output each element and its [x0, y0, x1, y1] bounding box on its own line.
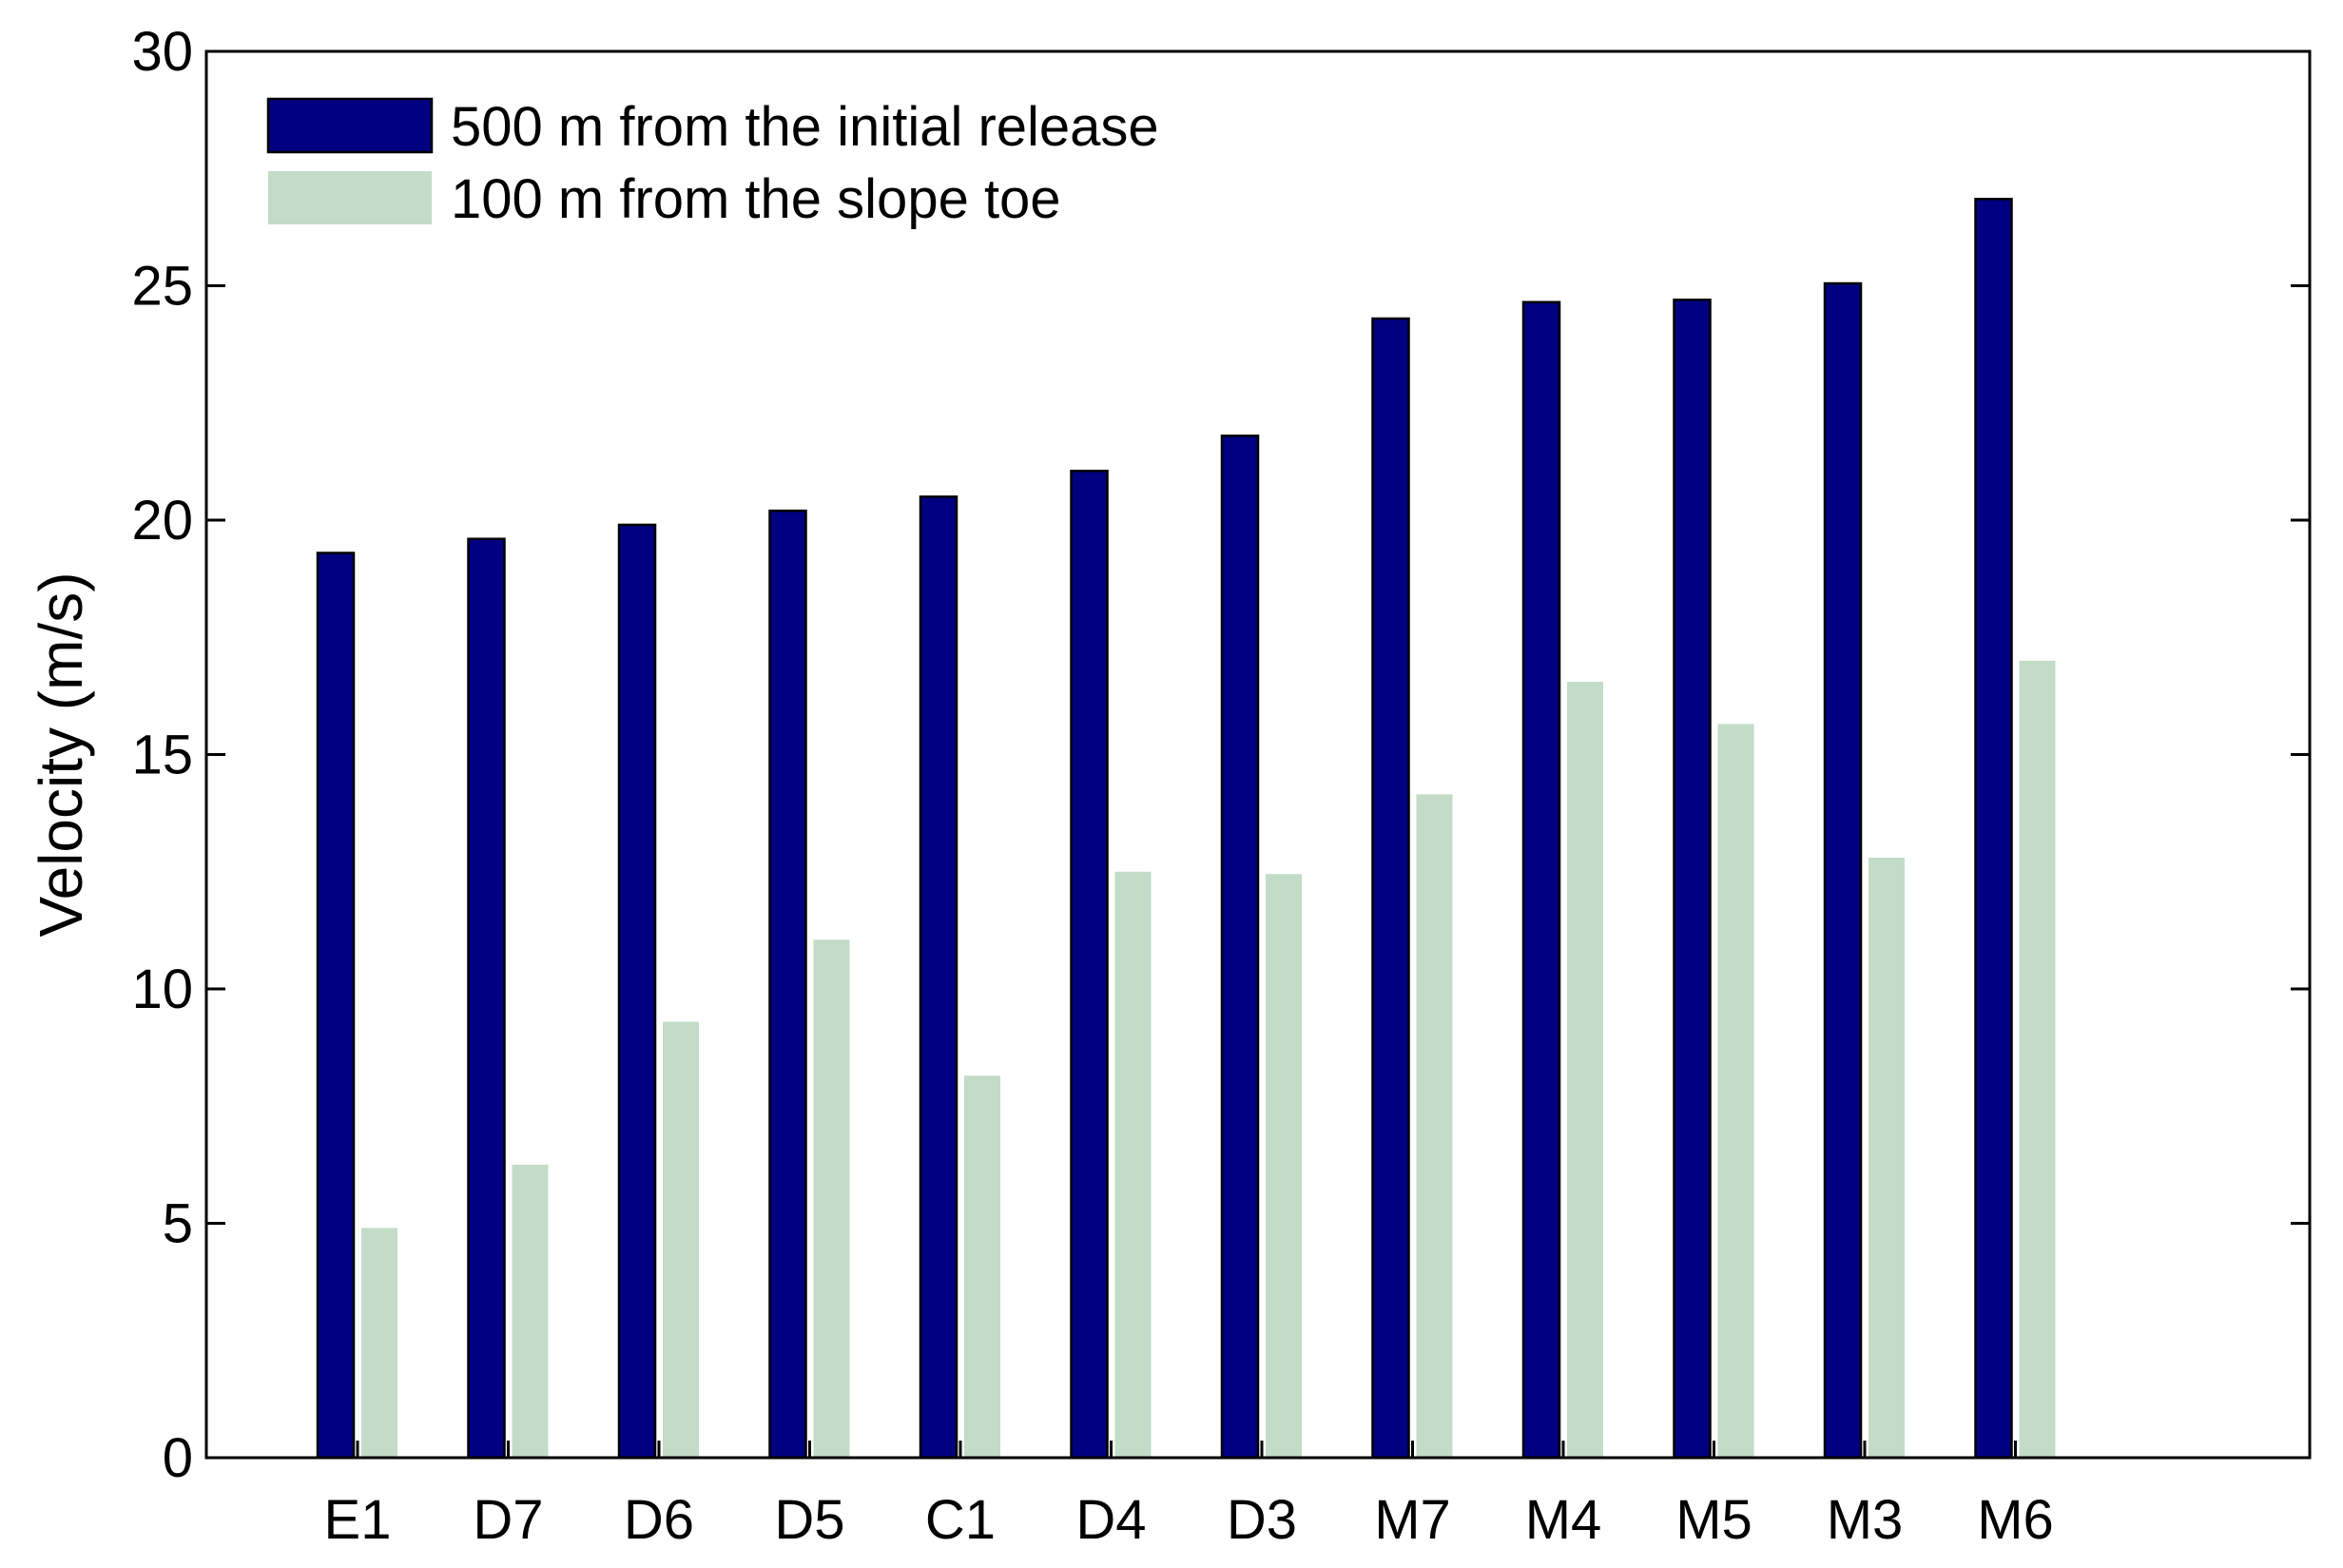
x-tick-label: M7	[1374, 1489, 1451, 1551]
legend-swatch-release-500m	[266, 97, 434, 154]
bars-layer	[316, 198, 2056, 1460]
y-tick-label: 10	[131, 958, 193, 1020]
bar-slope-toe-100m-M6	[2019, 660, 2056, 1458]
bar-slope-toe-100m-D6	[663, 1021, 699, 1458]
bar-release-500m-M6	[1974, 198, 2013, 1460]
x-tick-label: D4	[1075, 1489, 1146, 1551]
legend: 500 m from the initial release 100 m from…	[266, 96, 1159, 230]
bar-slope-toe-100m-M7	[1416, 794, 1453, 1458]
bar-release-500m-D4	[1070, 469, 1109, 1460]
x-tick-label: M5	[1675, 1489, 1752, 1551]
x-tick-label: M4	[1525, 1489, 1602, 1551]
bar-slope-toe-100m-D4	[1114, 871, 1152, 1458]
bar-slope-toe-100m-M3	[1869, 857, 1905, 1458]
y-tick-label: 30	[131, 21, 193, 83]
x-tick-label: M3	[1827, 1489, 1904, 1551]
legend-label-release-500m: 500 m from the initial release	[451, 96, 1159, 158]
x-tick-label: C1	[925, 1489, 996, 1551]
legend-swatch-slope-toe-100m	[268, 171, 432, 224]
bar-release-500m-D5	[768, 509, 807, 1460]
bar-release-500m-M4	[1521, 300, 1561, 1460]
y-tick-label: 0	[163, 1427, 193, 1489]
bar-slope-toe-100m-C1	[964, 1075, 1000, 1458]
bar-slope-toe-100m-E1	[361, 1228, 397, 1458]
bar-release-500m-M7	[1371, 317, 1410, 1460]
bar-slope-toe-100m-M4	[1567, 682, 1603, 1458]
x-tick-label: D6	[624, 1489, 694, 1551]
bar-release-500m-D7	[467, 537, 506, 1460]
ticks-layer	[206, 49, 2310, 1460]
y-axis-label: Velocity (m/s)	[27, 571, 95, 937]
x-tick-label: D5	[774, 1489, 844, 1551]
y-tick-label: 15	[131, 725, 193, 786]
bar-release-500m-M5	[1673, 299, 1712, 1460]
bar-release-500m-D3	[1220, 435, 1260, 1460]
bar-release-500m-E1	[316, 552, 356, 1460]
bar-slope-toe-100m-D5	[813, 939, 850, 1458]
legend-label-slope-toe-100m: 100 m from the slope toe	[451, 168, 1061, 230]
bar-release-500m-D6	[617, 523, 657, 1460]
y-tick-label: 5	[163, 1193, 193, 1255]
bar-release-500m-C1	[919, 495, 958, 1460]
x-tick-label: D3	[1227, 1489, 1297, 1551]
y-tick-label: 20	[131, 490, 193, 552]
bar-slope-toe-100m-D3	[1266, 874, 1302, 1458]
y-tick-label: 25	[131, 256, 193, 318]
bar-slope-toe-100m-M5	[1717, 724, 1754, 1458]
x-tick-label: D7	[473, 1489, 543, 1551]
bar-release-500m-M3	[1823, 281, 1863, 1460]
x-tick-label: M6	[1977, 1489, 2054, 1551]
bar-slope-toe-100m-D7	[512, 1164, 549, 1458]
labels-layer: E1 D7 D6 D5 C1 D4 D3 M7 M4 M5 M3 M6 0 5 10 15 20 25 30	[131, 21, 2053, 1551]
x-tick-label: E1	[324, 1489, 392, 1551]
